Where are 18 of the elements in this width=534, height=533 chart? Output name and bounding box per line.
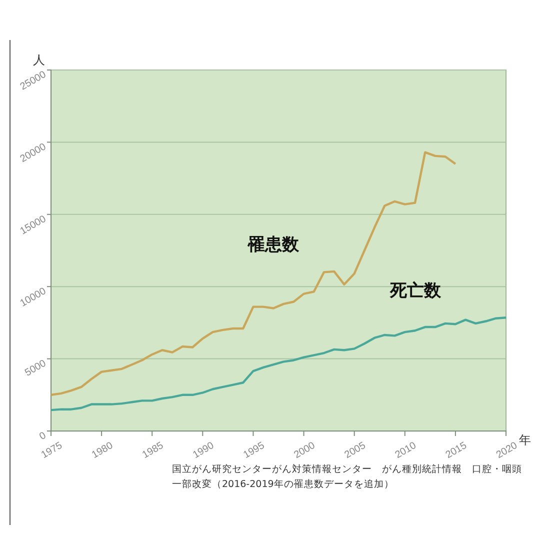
series-label: 死亡数: [389, 281, 442, 301]
x-tick-label: 2000: [292, 440, 318, 461]
series-label: 罹患数: [247, 235, 300, 255]
x-tick-label: 1975: [40, 440, 65, 461]
text: 一部改変（2016-2019年の罹患数データを追加）: [172, 478, 394, 490]
x-tick-label: 2005: [342, 440, 368, 461]
x-tick-label: 2010: [393, 440, 419, 461]
x-tick-label: 2015: [444, 440, 470, 461]
text: 国立がん研究センターがん対策情報センター がん種別統計情報 口腔・咽頭: [172, 463, 522, 475]
x-tick-label: 1990: [191, 440, 216, 461]
x-tick-label: 2020: [494, 440, 520, 461]
x-axis-title: 年: [519, 433, 531, 447]
x-tick-label: 1980: [90, 440, 116, 461]
y-tick-label: 5000: [23, 358, 48, 379]
y-tick-label: 0: [38, 430, 48, 443]
y-axis-title: 人: [33, 53, 45, 67]
x-tick-label: 1985: [140, 440, 166, 461]
x-tick-label: 1995: [242, 440, 267, 461]
